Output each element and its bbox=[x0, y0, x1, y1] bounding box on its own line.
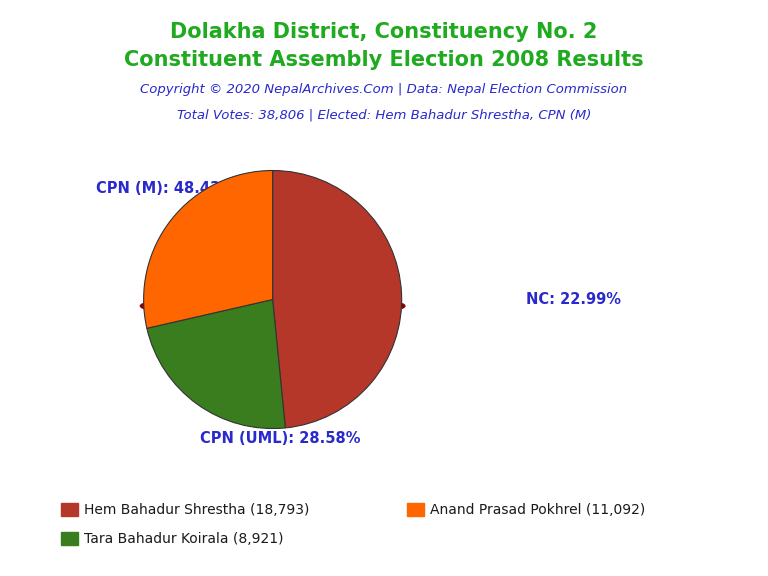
Wedge shape bbox=[273, 170, 402, 428]
Text: Tara Bahadur Koirala (8,921): Tara Bahadur Koirala (8,921) bbox=[84, 532, 284, 545]
Text: CPN (UML): 28.58%: CPN (UML): 28.58% bbox=[200, 431, 360, 446]
Wedge shape bbox=[147, 300, 286, 429]
FancyBboxPatch shape bbox=[407, 503, 424, 516]
Text: Total Votes: 38,806 | Elected: Hem Bahadur Shrestha, CPN (M): Total Votes: 38,806 | Elected: Hem Bahad… bbox=[177, 109, 591, 122]
Text: Constituent Assembly Election 2008 Results: Constituent Assembly Election 2008 Resul… bbox=[124, 51, 644, 70]
Text: Anand Prasad Pokhrel (11,092): Anand Prasad Pokhrel (11,092) bbox=[430, 503, 645, 517]
Ellipse shape bbox=[141, 294, 405, 317]
Text: Copyright © 2020 NepalArchives.Com | Data: Nepal Election Commission: Copyright © 2020 NepalArchives.Com | Dat… bbox=[141, 83, 627, 96]
FancyBboxPatch shape bbox=[61, 532, 78, 545]
Text: NC: 22.99%: NC: 22.99% bbox=[526, 292, 621, 307]
Wedge shape bbox=[144, 170, 273, 328]
Text: Dolakha District, Constituency No. 2: Dolakha District, Constituency No. 2 bbox=[170, 22, 598, 41]
Text: CPN (M): 48.43%: CPN (M): 48.43% bbox=[96, 181, 234, 196]
FancyBboxPatch shape bbox=[61, 503, 78, 516]
Text: Hem Bahadur Shrestha (18,793): Hem Bahadur Shrestha (18,793) bbox=[84, 503, 310, 517]
